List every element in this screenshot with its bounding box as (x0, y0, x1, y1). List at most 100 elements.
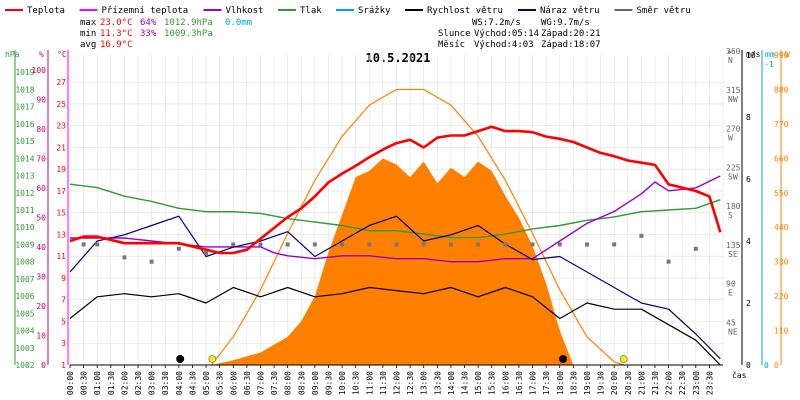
direction-tick: 45 (726, 318, 736, 327)
direction-tick: 360 (726, 47, 741, 56)
x-tick-label: 00:00 (66, 371, 75, 395)
wind-direction-point (503, 242, 508, 247)
solar-tick: 0 (774, 361, 779, 370)
wind-direction-point (204, 251, 209, 256)
legend-label-0: Teplota (27, 6, 65, 16)
gust-line (69, 215, 721, 360)
stat-min-temp: 11.3°C (100, 29, 133, 39)
x-tick-label: 11:30 (379, 371, 388, 395)
x-tick-label: 20:30 (624, 371, 633, 395)
wind-direction-point (639, 233, 644, 238)
x-tick-label: 05:30 (216, 371, 225, 395)
humidity-tick: 60 (36, 184, 46, 193)
wind-tick: 8 (746, 113, 751, 122)
x-tick-label: 21:00 (637, 371, 646, 395)
temperature-tick: 9 (61, 274, 66, 283)
solar-unit: W (785, 50, 790, 59)
wind-direction-point (367, 242, 372, 247)
wind-direction-point (421, 242, 426, 247)
wind-direction-point (176, 246, 181, 251)
solar-tick: 550 (774, 189, 789, 198)
stat-max-press: 1012.9hPa (164, 18, 213, 28)
x-tick-label: 14:30 (461, 371, 470, 395)
temperature-tick: 15 (56, 209, 66, 218)
stat-min-press: 1009.3hPa (164, 29, 213, 39)
legend-label-1: Přízemní teplota (102, 6, 189, 16)
x-tick-label: 22:00 (665, 371, 674, 395)
temperature-tick: 27 (56, 78, 66, 87)
pressure-unit: hPa (5, 50, 20, 59)
x-tick-label: 04:00 (175, 371, 184, 395)
wind-direction-point (476, 242, 481, 247)
x-tick-label: 07:30 (270, 371, 279, 395)
rain-tick: 0 (764, 361, 769, 370)
solar-radiation-area (211, 158, 574, 365)
direction-name: W (728, 134, 733, 143)
temperature-tick: 21 (56, 143, 66, 152)
x-tick-label: 06:30 (243, 371, 252, 395)
humidity-tick: 10 (36, 331, 46, 340)
wind-direction-point (693, 246, 698, 251)
x-tick-label: 20:00 (610, 371, 619, 395)
wind-direction-point (81, 242, 86, 247)
x-tick-label: 05:00 (202, 371, 211, 395)
solar-tick: 220 (774, 292, 789, 301)
pressure-tick: 1016 (15, 120, 34, 129)
x-tick-label: 23:00 (692, 371, 701, 395)
stat-max-temp: 23.0°C (100, 18, 133, 28)
pressure-tick: 1003 (15, 344, 34, 353)
solar-tick: 440 (774, 223, 789, 232)
wind-direction-point (258, 242, 263, 247)
direction-name: E (728, 289, 733, 298)
x-tick-label: 14:00 (447, 371, 456, 395)
wind-speed-stat: WS:7.2m/s (472, 18, 521, 28)
x-tick-label: 03:30 (161, 371, 170, 395)
x-tick-label: 16:00 (501, 371, 510, 395)
wind-direction-point (285, 242, 290, 247)
solar-tick: 660 (774, 154, 789, 163)
humidity-tick: 100 (32, 66, 47, 75)
direction-name: NE (728, 327, 738, 336)
pressure-tick: 1019 (15, 68, 34, 77)
wind-tick: 6 (746, 175, 751, 184)
pressure-tick: 1014 (15, 154, 34, 163)
x-tick-label: 04:30 (188, 371, 197, 395)
temperature-tick: 13 (56, 230, 66, 239)
stat-max-rain: 0.0mm (225, 18, 252, 28)
x-tick-label: 11:00 (365, 371, 374, 395)
pressure-tick: 1011 (15, 206, 34, 215)
temperature-tick: 19 (56, 165, 66, 174)
pressure-tick: 1017 (15, 103, 34, 112)
moonrise-marker (176, 355, 185, 363)
legend-label-2: Vlhkost (226, 6, 264, 16)
x-tick-label: 16:30 (515, 371, 524, 395)
direction-name: NW (728, 95, 738, 104)
x-tick-label: 15:00 (474, 371, 483, 395)
humidity-tick: 70 (36, 154, 46, 163)
temperature-tick: 11 (56, 252, 66, 261)
stat-min-label: min (80, 29, 96, 39)
sun-rise: Východ:05:14 (474, 29, 539, 39)
pressure-line (69, 183, 721, 239)
x-tick-label: 19:00 (583, 371, 592, 395)
temperature-tick: 17 (56, 187, 66, 196)
wind-direction-point (394, 242, 399, 247)
temperature-tick: 25 (56, 100, 66, 109)
wind-unit: m/s (746, 50, 761, 59)
x-tick-label: 00:30 (80, 371, 89, 395)
moon-set: Západ:18:07 (541, 40, 601, 50)
x-tick-label: 09:00 (311, 371, 320, 395)
pressure-tick: 1005 (15, 309, 34, 318)
moon-rise: Východ:4:03 (474, 40, 534, 50)
x-tick-label: 15:30 (488, 371, 497, 395)
x-tick-label: 09:30 (324, 371, 333, 395)
humidity-tick: 50 (36, 213, 46, 222)
x-tick-label: 10:30 (352, 371, 361, 395)
solar-tick: 110 (774, 327, 789, 336)
legend-label-3: Tlak (300, 6, 322, 16)
direction-name: N (728, 56, 733, 65)
wind-gust-stat: WG:9.7m/s (541, 18, 590, 28)
wind-direction-point (340, 242, 345, 247)
x-tick-label: 01:00 (93, 371, 102, 395)
x-tick-label: 22:30 (678, 371, 687, 395)
